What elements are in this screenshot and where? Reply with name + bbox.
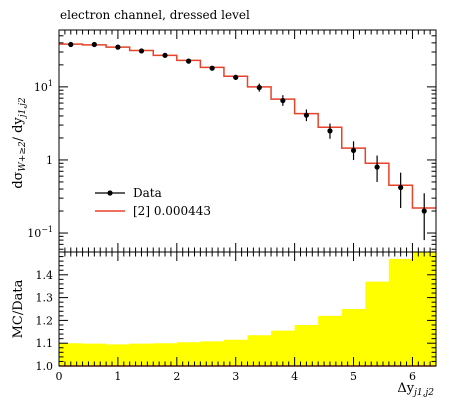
ratio-y-tick-label: 1.1 [36, 337, 54, 350]
ratio-y-tick-label: 1.2 [36, 314, 54, 327]
x-tick-label: 3 [232, 370, 239, 383]
data-point [350, 147, 357, 154]
x-axis-label: Δyj1,j2 [397, 381, 434, 398]
main-y-ticks: 10−1 1 101 [27, 29, 436, 250]
ratio-band [59, 252, 436, 367]
ratio-panel: 1.0 1.1 1.2 1.3 1.4 0 1 2 3 4 5 6 MC/Data Δyj1,j2 [11, 251, 437, 398]
legend: Data [2] 0.000443 [95, 186, 211, 218]
data-point [233, 74, 239, 80]
data-points [68, 41, 427, 241]
data-point-marker [374, 164, 380, 170]
data-point [398, 184, 404, 191]
data-point [303, 112, 310, 118]
data-point [185, 58, 192, 64]
data-point-marker [91, 41, 97, 48]
data-point-marker [68, 41, 74, 48]
ratio-y-tick-label: 1.0 [36, 360, 54, 373]
x-tick-label: 2 [173, 370, 180, 383]
ratio-y-tick-label: 1.4 [36, 269, 54, 282]
ratio-frame [58, 251, 437, 367]
data-point-marker [256, 84, 262, 91]
data-point-marker [421, 208, 427, 214]
x-tick-label: 1 [114, 370, 121, 383]
data-point [138, 48, 145, 54]
data-point [162, 52, 168, 58]
legend-mc-label: [2] 0.000443 [133, 204, 211, 218]
data-point [91, 41, 97, 48]
main-y-tick-label: 101 [34, 79, 53, 94]
data-point-marker [138, 48, 145, 54]
main-y-axis-label-text: dσW+≥2/ dyj1,j2 [11, 97, 28, 189]
mc-histogram [59, 43, 436, 209]
x-axis-label-text: Δyj1,j2 [397, 381, 434, 398]
data-point-marker [209, 65, 215, 71]
data-point [256, 84, 262, 91]
main-x-ticks [58, 30, 437, 252]
data-point-marker [115, 44, 121, 50]
main-y-tick-label: 1 [46, 154, 53, 167]
data-point [209, 65, 215, 71]
data-point-marker [162, 52, 168, 58]
data-point-marker [327, 128, 333, 134]
main-frame [58, 29, 437, 253]
ratio-y-ticks: 1.0 1.1 1.2 1.3 1.4 [36, 251, 436, 373]
ratio-x-ticks: 0 1 2 3 4 5 6 [56, 252, 437, 383]
main-y-tick-label: 10−1 [27, 225, 53, 240]
main-y-axis-label: dσW+≥2/ dyj1,j2 [11, 97, 28, 189]
data-point-marker [233, 74, 239, 80]
data-point [68, 41, 74, 48]
chart-title: electron channel, dressed level [60, 8, 250, 22]
x-tick-label: 4 [291, 370, 298, 383]
legend-data-label: Data [133, 186, 162, 200]
ratio-y-axis-label: MC/Data [11, 279, 26, 338]
data-point-marker [398, 184, 404, 191]
x-tick-label: 6 [409, 370, 416, 383]
data-point-marker [350, 147, 357, 154]
legend-data-marker [107, 190, 113, 196]
mc-step-line [59, 43, 436, 209]
x-tick-label: 0 [56, 370, 63, 383]
ratio-y-tick-label: 1.3 [36, 292, 54, 305]
data-point [421, 208, 427, 214]
data-point-marker [303, 112, 310, 118]
data-point-marker [185, 58, 192, 64]
data-point [374, 164, 380, 170]
x-tick-label: 5 [350, 370, 357, 383]
data-point [327, 128, 333, 134]
ratio-uncertainty-band [59, 252, 436, 366]
data-point-marker [280, 97, 286, 104]
main-panel: dσW+≥2/ dyj1,j2 10−1 1 101 Data [2] 0.00044… [11, 29, 437, 253]
data-point [115, 44, 121, 50]
data-point [280, 97, 286, 104]
